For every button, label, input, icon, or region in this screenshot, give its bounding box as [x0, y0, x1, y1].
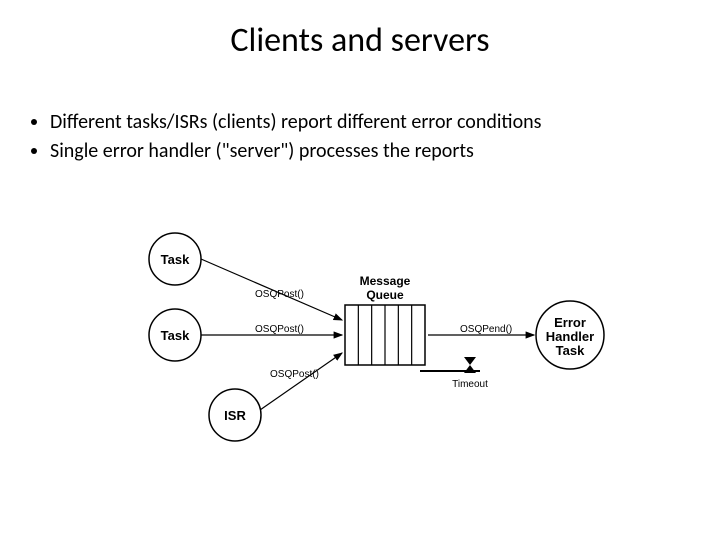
svg-text:Timeout: Timeout: [452, 379, 488, 390]
diagram: OSQPost() OSQPost() OSQPost() OSQPend() Task…: [120, 225, 640, 455]
bullet-1: Different tasks/ISRs (clients) report di…: [50, 110, 668, 135]
title-text: Clients and servers: [230, 20, 489, 61]
svg-text:OSQPost(): OSQPost(): [255, 289, 304, 300]
bullets: Different tasks/ISRs (clients) report di…: [28, 110, 668, 168]
svg-text:OSQPost(): OSQPost(): [255, 324, 304, 335]
svg-text:Task: Task: [161, 252, 190, 267]
svg-text:Handler: Handler: [546, 329, 594, 344]
svg-text:OSQPost(): OSQPost(): [270, 369, 319, 380]
svg-text:Message: Message: [360, 274, 411, 288]
svg-text:Error: Error: [554, 315, 586, 330]
svg-text:Task: Task: [161, 328, 190, 343]
diagram-svg: OSQPost() OSQPost() OSQPost() OSQPend() Task…: [120, 225, 640, 455]
slide-title: Clients and servers: [0, 20, 720, 61]
svg-text:OSQPend(): OSQPend(): [460, 324, 512, 335]
bullet-2: Single error handler ("server") processe…: [50, 139, 668, 164]
svg-text:Task: Task: [556, 343, 585, 358]
svg-text:ISR: ISR: [224, 408, 246, 423]
svg-text:Queue: Queue: [366, 288, 404, 302]
